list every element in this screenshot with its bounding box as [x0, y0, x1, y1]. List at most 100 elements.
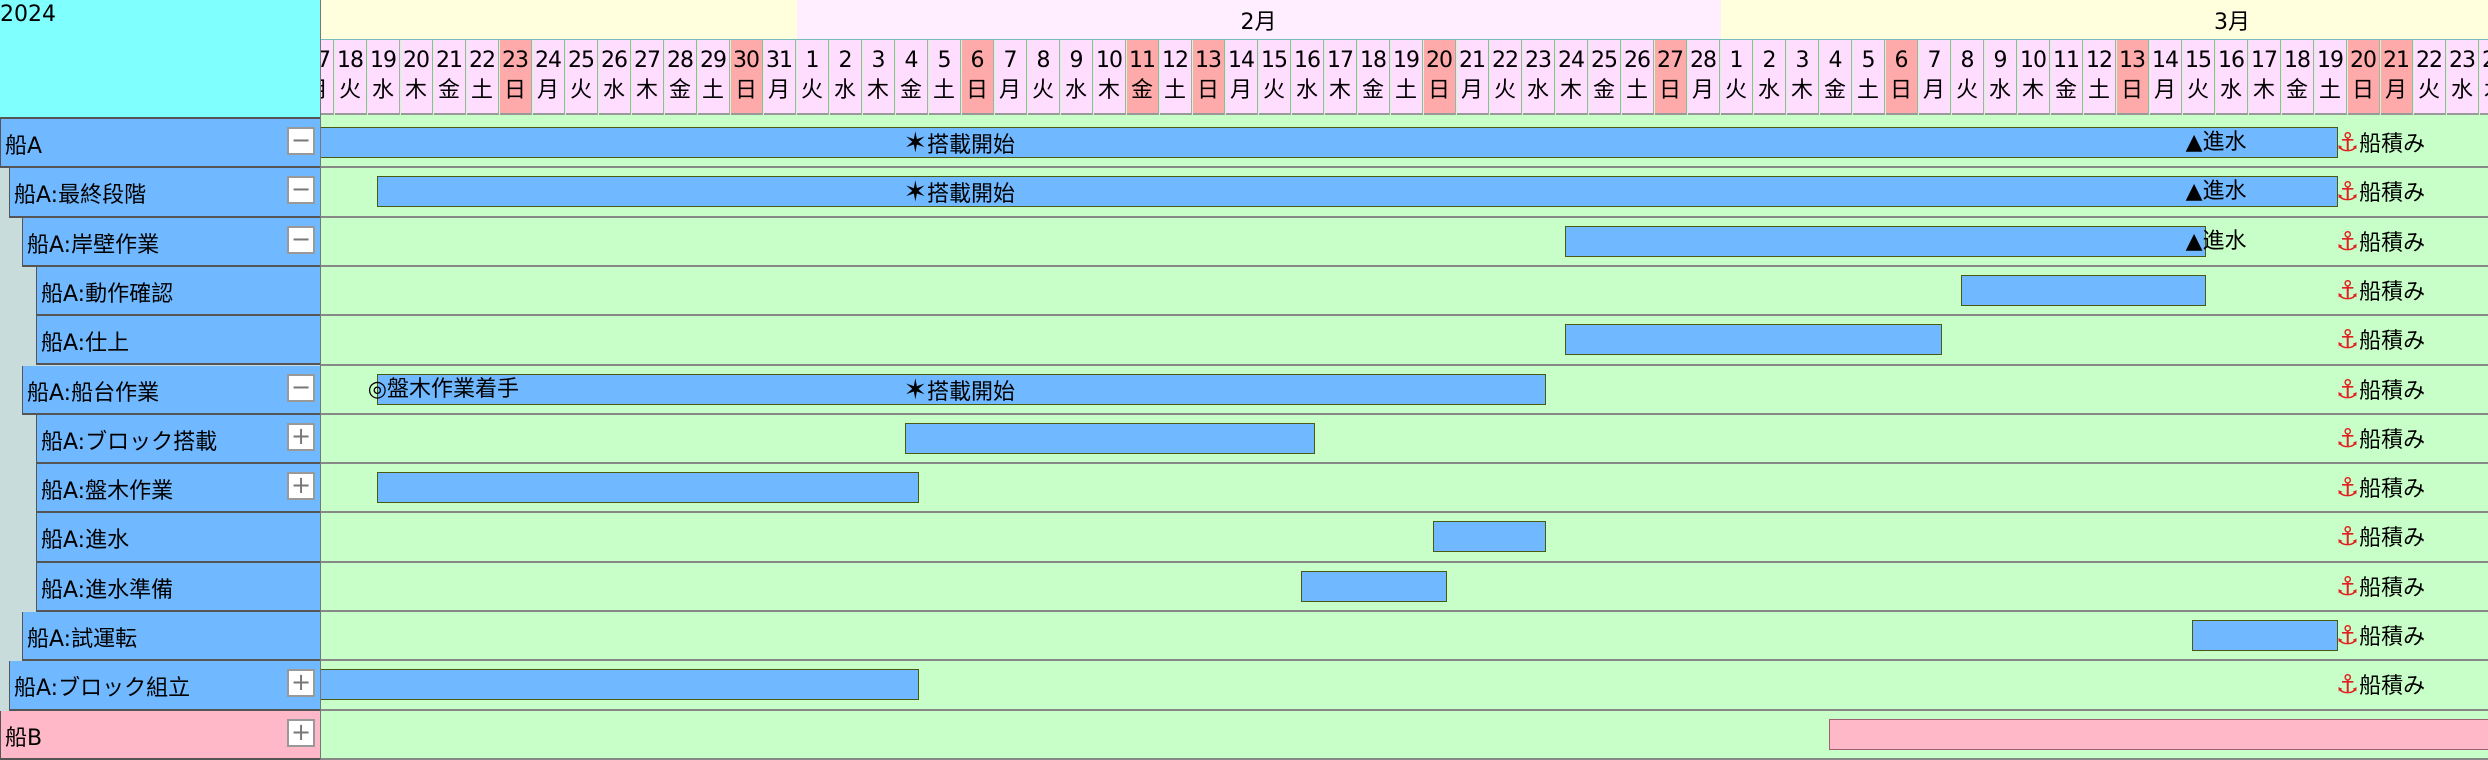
task-bar[interactable]	[1565, 225, 2206, 257]
day-number: 21	[2383, 48, 2410, 73]
weekday: 土	[1394, 78, 1417, 103]
day-header-cell: 10 木	[2017, 40, 2050, 115]
row-divider	[321, 708, 2488, 711]
day-number: 18	[337, 48, 364, 73]
weekday: 日	[1889, 78, 1912, 103]
milestone-star[interactable]: ✶搭載開始	[904, 128, 1015, 161]
day-number: 14	[1228, 48, 1255, 73]
task-bar[interactable]	[1565, 324, 1942, 356]
milestone-anchor[interactable]: ⚓船積み	[2336, 128, 2425, 160]
weekday: 月	[321, 76, 333, 106]
day-header-cell: 12 土	[2083, 40, 2116, 115]
weekday: 火	[1724, 78, 1747, 103]
day-header-cell: 23 日	[499, 40, 532, 115]
tree-row[interactable]: 船A:進水準備	[36, 562, 320, 612]
task-bar[interactable]	[2192, 620, 2338, 651]
day-number: 24	[535, 48, 562, 73]
row-divider	[321, 166, 2488, 169]
task-bar[interactable]	[377, 373, 1546, 405]
weekday: 月	[1691, 78, 1714, 103]
day-number: 6	[1894, 48, 1909, 73]
tree-row[interactable]: 船A:最終段階 −	[9, 168, 320, 218]
tree-row[interactable]: 船A:動作確認	[36, 266, 320, 317]
milestone-anchor[interactable]: ⚓船積み	[2336, 572, 2425, 604]
task-bar[interactable]	[377, 472, 919, 504]
day-number: 20	[2350, 48, 2377, 73]
task-bar[interactable]	[1301, 570, 1447, 602]
triangle-icon: ▲	[2185, 228, 2203, 254]
tree-row[interactable]: 船A:進水	[36, 513, 320, 563]
anchor-icon: ⚓	[2335, 670, 2360, 701]
weekday: 月	[1229, 78, 1252, 103]
tree-row[interactable]: 船A:試運転	[22, 612, 320, 662]
milestone-triangle[interactable]: ▲進水	[2186, 128, 2247, 158]
milestone-triangle[interactable]: ▲進水	[2186, 177, 2247, 207]
expand-button[interactable]: +	[287, 472, 315, 501]
tree-row[interactable]: 船A:仕上	[36, 316, 320, 366]
weekday: 火	[2417, 78, 2440, 103]
weekday: 水	[1757, 78, 1780, 103]
milestone-anchor[interactable]: ⚓船積み	[2336, 522, 2425, 554]
weekday: 水	[2219, 78, 2242, 103]
task-name: 船A:岸壁作業	[27, 232, 160, 258]
task-bar[interactable]	[321, 127, 2338, 158]
milestone-anchor[interactable]: ⚓船積み	[2336, 276, 2425, 308]
day-header-cell: 24木	[2479, 40, 2488, 115]
day-number: 3	[1795, 48, 1810, 73]
collapse-button[interactable]: −	[287, 373, 315, 402]
year-label: 2024	[0, 2, 56, 27]
weekday: 日	[2120, 78, 2143, 103]
milestone-anchor[interactable]: ⚓船積み	[2336, 621, 2425, 653]
milestone-anchor[interactable]: ⚓船積み	[2336, 227, 2425, 259]
collapse-button[interactable]: −	[287, 225, 315, 254]
task-bar[interactable]	[321, 669, 919, 701]
tree-row[interactable]: 船A:ブロック搭載 +	[36, 414, 320, 465]
tree-row[interactable]: 船A −	[0, 119, 320, 169]
double-circle-icon: ◎	[367, 376, 387, 402]
anchor-icon: ⚓	[2335, 128, 2360, 158]
milestone-anchor[interactable]: ⚓船積み	[2336, 670, 2425, 702]
milestone-anchor[interactable]: ⚓船積み	[2336, 177, 2425, 209]
anchor-icon: ⚓	[2335, 177, 2360, 208]
weekday: 日	[965, 78, 988, 103]
task-bar[interactable]	[905, 422, 1315, 454]
tree-row[interactable]: 船A:岸壁作業 −	[22, 217, 320, 267]
collapse-button[interactable]: −	[287, 127, 315, 155]
milestone-anchor[interactable]: ⚓船積み	[2336, 473, 2425, 505]
milestone-triangle[interactable]: ▲進水	[2186, 227, 2247, 257]
task-bar[interactable]	[1829, 718, 2488, 750]
task-bar[interactable]	[377, 176, 2338, 208]
task-bar[interactable]	[1961, 274, 2206, 306]
expand-button[interactable]: +	[287, 718, 315, 747]
tree-row[interactable]: 船A:船台作業 −	[22, 365, 320, 415]
weekday: 金	[668, 78, 691, 103]
milestone-anchor[interactable]: ⚓船積み	[2336, 375, 2425, 407]
tree-row[interactable]: 船B +	[0, 710, 320, 760]
tree-row[interactable]: 船A:ブロック組立 +	[9, 661, 320, 711]
milestone-anchor[interactable]: ⚓船積み	[2336, 424, 2425, 456]
weekday: 日	[734, 78, 757, 103]
weekday: 金	[1130, 78, 1153, 103]
milestone-star[interactable]: ✶搭載開始	[904, 374, 1015, 408]
expand-button[interactable]: +	[287, 422, 315, 451]
task-bar[interactable]	[1433, 521, 1546, 553]
milestone-star[interactable]: ✶搭載開始	[904, 177, 1015, 210]
expand-button[interactable]: +	[287, 669, 315, 698]
milestone-anchor[interactable]: ⚓船積み	[2336, 325, 2425, 357]
collapse-button[interactable]: −	[287, 176, 315, 205]
day-number: 17	[321, 46, 333, 76]
weekday: 金	[2054, 78, 2077, 103]
milestone-double-circle[interactable]: ◎盤木作業着手	[368, 375, 519, 405]
day-header-cell: 18 火	[334, 40, 367, 115]
tree-row[interactable]: 船A:盤木作業 +	[36, 464, 320, 514]
task-tree: 船A − 船A:最終段階 − 船A:岸壁作業 − 船A:動作確認 船A:仕上 船A:船台作業 − 船…	[0, 119, 320, 760]
day-header-cell: 17月	[321, 40, 334, 115]
day-header-cell: 22 火	[1489, 40, 1522, 115]
